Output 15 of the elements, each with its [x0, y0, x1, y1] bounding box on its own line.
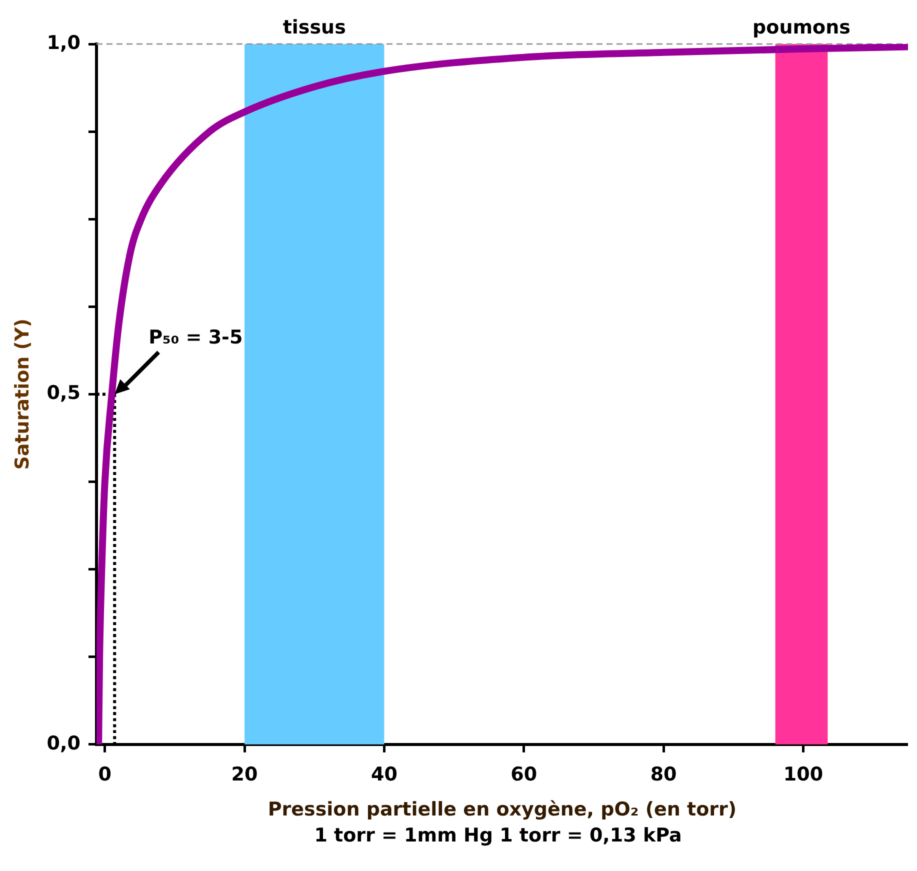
- x-tick-label: 100: [783, 764, 824, 786]
- text: 1 torr = 1mm Hg 1 torr = 0,13 kPa: [314, 824, 682, 846]
- x-tick-label: 80: [650, 764, 677, 786]
- x-tick-label: 20: [231, 764, 258, 786]
- y-tick-label: 0,5: [46, 382, 80, 404]
- x-tick-label: 60: [510, 764, 538, 786]
- y-tick-label: 1,0: [46, 32, 80, 54]
- y-axis-title: Saturation (Y): [11, 318, 34, 470]
- x-tick-label: 40: [370, 764, 398, 786]
- x-tick-label: 0: [98, 764, 112, 786]
- annotation: P₅₀ = 3-5: [148, 326, 243, 349]
- x-axis-title: Pression partielle en oxygène, pO₂ (en torr): [268, 798, 737, 821]
- band-label: tissus: [282, 16, 346, 38]
- band-label: poumons: [752, 16, 850, 38]
- y-tick-label: 0,0: [46, 732, 80, 754]
